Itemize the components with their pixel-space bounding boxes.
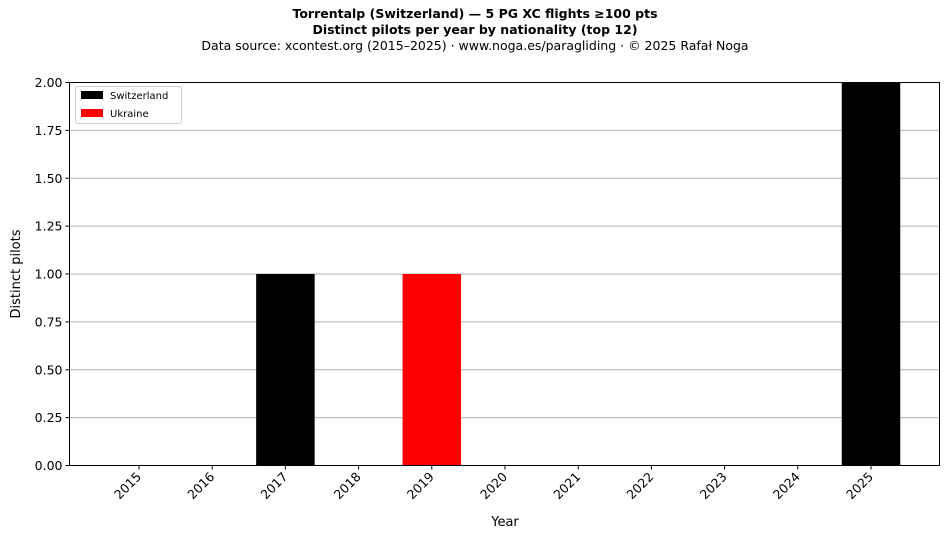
y-tick-label: 1.50	[35, 171, 63, 186]
bar-switzerland-2017	[256, 274, 315, 466]
x-tick-label: 2019	[404, 469, 437, 502]
x-tick-label: 2025	[843, 469, 876, 502]
y-tick-label: 2.00	[35, 75, 63, 90]
y-tick-label: 1.00	[35, 267, 63, 282]
y-axis-label: Distinct pilots	[9, 229, 24, 318]
y-tick-label: 0.75	[35, 314, 63, 329]
bar-ukraine-2019	[402, 274, 462, 466]
legend-label-ukraine: Ukraine	[110, 109, 149, 120]
x-tick-label: 2015	[111, 469, 144, 502]
y-tick-label: 0.25	[35, 410, 63, 425]
x-tick-label: 2023	[697, 469, 730, 502]
x-tick-label: 2017	[257, 469, 290, 502]
chart-subtitle: Distinct pilots per year by nationality …	[312, 22, 638, 37]
x-tick-label: 2022	[623, 469, 656, 502]
bar-switzerland-2025	[841, 82, 901, 466]
chart-source: Data source: xcontest.org (2015–2025) · …	[201, 38, 749, 53]
legend: Switzerland Ukraine	[75, 86, 182, 124]
x-axis-label: Year	[490, 515, 519, 530]
x-tick-label: 2021	[550, 469, 583, 502]
y-tick-label: 0.00	[35, 458, 63, 473]
y-tick-label: 1.75	[35, 123, 63, 138]
chart-title: Torrentalp (Switzerland) — 5 PG XC fligh…	[292, 6, 658, 21]
x-tick-label: 2016	[184, 469, 217, 502]
x-tick-label: 2018	[331, 469, 364, 502]
x-tick-label: 2024	[770, 469, 803, 502]
legend-swatch-ukraine	[81, 109, 103, 117]
y-tick-label: 0.50	[35, 362, 63, 377]
legend-swatch-switzerland	[81, 91, 103, 99]
x-tick-label: 2020	[477, 469, 510, 502]
legend-label-switzerland: Switzerland	[110, 91, 168, 102]
y-tick-label: 1.25	[35, 219, 63, 234]
